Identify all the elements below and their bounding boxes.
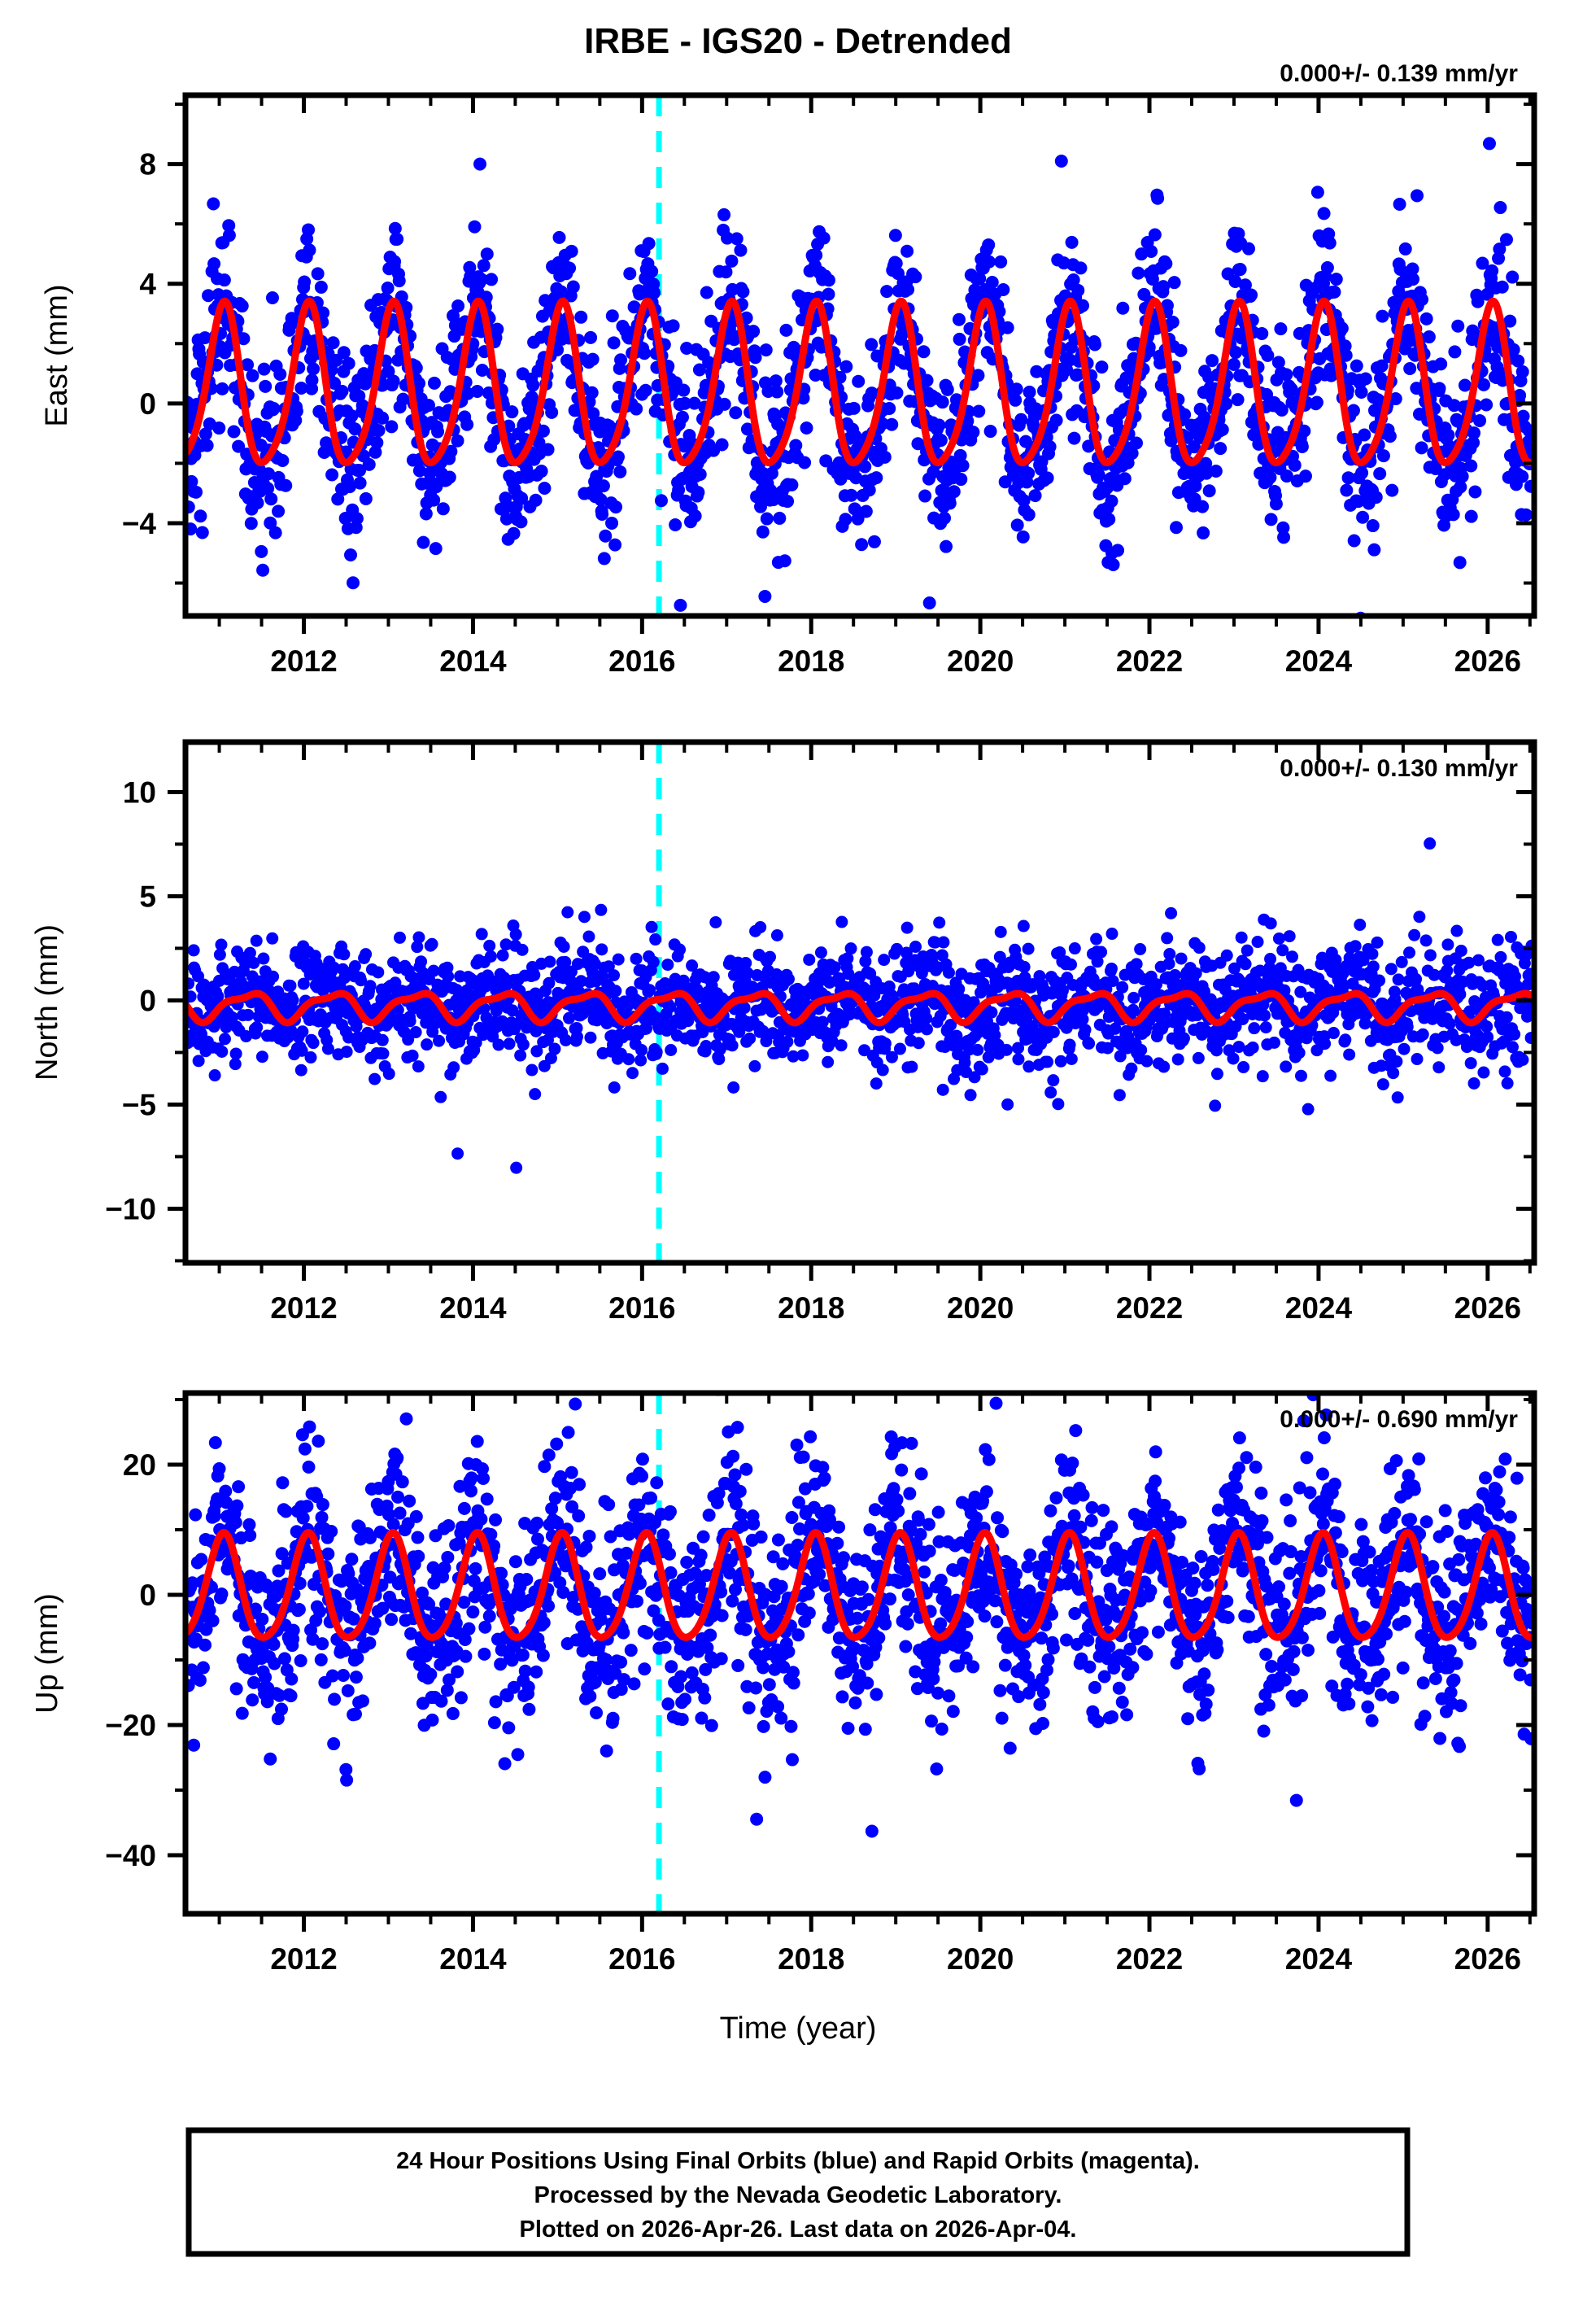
plot-area-north (185, 742, 1534, 1263)
y-tick-label-up-2: 0 (139, 1579, 156, 1612)
plot-area-up (185, 1393, 1534, 1914)
x-tick-label-north-2018: 2018 (778, 1291, 844, 1325)
rate-annotation-north: 0.000+/- 0.130 mm/yr (1280, 755, 1518, 782)
x-tick-label-up-2026: 2026 (1454, 1942, 1521, 1976)
y-axis-ticks-up: −40 −20 0 20 (105, 1398, 1534, 1872)
x-tick-label-east-2014: 2014 (439, 644, 507, 678)
x-tick-label-up-2016: 2016 (608, 1942, 675, 1976)
x-tick-label-north-2024: 2024 (1285, 1291, 1353, 1325)
plot-area-east (185, 95, 1534, 616)
x-tick-label-east-2018: 2018 (778, 644, 844, 678)
x-tick-label-east-2016: 2016 (608, 644, 675, 678)
y-tick-label-up-3: 20 (123, 1448, 156, 1482)
chart-panel-north: 2012 2014 2016 2018 2020 2022 2024 2026 −10 −5 0 5 1… (30, 739, 1537, 1325)
data-points-up (185, 1393, 1534, 1838)
x-axis-label: Time (year) (720, 2011, 877, 2046)
y-tick-label-up-1: −20 (105, 1709, 156, 1742)
x-tick-label-east-2020: 2020 (947, 644, 1014, 678)
y-tick-label-north-4: 10 (123, 775, 156, 809)
y-tick-label-north-0: −10 (105, 1192, 156, 1225)
y-axis-ticks-east: −4 0 4 8 (122, 103, 1534, 585)
y-tick-label-east-1: 0 (139, 387, 156, 421)
x-tick-label-east-2026: 2026 (1454, 644, 1521, 678)
data-points-east (185, 137, 1534, 616)
page-title: IRBE - IGS20 - Detrended (584, 21, 1012, 61)
x-axis-ticks-east (217, 95, 1532, 634)
x-tick-label-north-2014: 2014 (439, 1291, 507, 1325)
footer-line-2: Processed by the Nevada Geodetic Laborat… (534, 2182, 1062, 2208)
footer-note: 24 Hour Positions Using Final Orbits (bl… (185, 2127, 1411, 2257)
y-tick-label-north-1: −5 (122, 1088, 156, 1121)
fit-curve-east (185, 297, 1534, 467)
x-axis-ticks-north (217, 742, 1532, 1281)
x-tick-label-north-2016: 2016 (608, 1291, 675, 1325)
rate-annotation-east: 0.000+/- 0.139 mm/yr (1280, 60, 1518, 87)
x-tick-label-north-2020: 2020 (947, 1291, 1014, 1325)
x-tick-label-up-2012: 2012 (270, 1942, 337, 1976)
y-tick-label-up-0: −40 (105, 1839, 156, 1872)
y-tick-label-north-2: 0 (139, 984, 156, 1017)
plot-frame-up (182, 1390, 1537, 1917)
x-tick-label-east-2012: 2012 (270, 644, 337, 678)
x-tick-label-up-2022: 2022 (1116, 1942, 1183, 1976)
footer-line-3: Plotted on 2026-Apr-26. Last data on 202… (520, 2216, 1077, 2243)
x-tick-label-up-2014: 2014 (439, 1942, 507, 1976)
y-axis-ticks-north: −10 −5 0 5 10 (105, 775, 1534, 1263)
y-tick-label-east-3: 8 (139, 148, 156, 181)
chart-panel-up: 2012 2014 2016 2018 2020 2022 2024 2026 −40 −20 0 2… (30, 1390, 1537, 1976)
x-tick-label-north-2022: 2022 (1116, 1291, 1183, 1325)
y-tick-label-east-0: −4 (122, 507, 157, 540)
plot-frame-east (182, 92, 1537, 619)
x-tick-label-up-2020: 2020 (947, 1942, 1014, 1976)
chart-panel-east: 2012 2014 2016 2018 2020 2022 2024 2026 −4 0 4 8 Eas… (40, 60, 1537, 678)
y-axis-label-north: North (mm) (30, 924, 64, 1081)
x-tick-label-up-2018: 2018 (778, 1942, 844, 1976)
x-tick-label-east-2022: 2022 (1116, 644, 1183, 678)
rate-annotation-up: 0.000+/- 0.690 mm/yr (1280, 1406, 1518, 1433)
fit-curve-up (185, 1529, 1534, 1641)
y-axis-label-up: Up (mm) (30, 1593, 64, 1714)
x-tick-label-east-2024: 2024 (1285, 644, 1353, 678)
plot-frame-north (182, 739, 1537, 1266)
footer-line-1: 24 Hour Positions Using Final Orbits (bl… (396, 2148, 1200, 2174)
x-tick-label-up-2024: 2024 (1285, 1942, 1353, 1976)
footer-box-border (185, 2127, 1411, 2257)
y-axis-label-east: East (mm) (40, 284, 74, 426)
x-axis-ticks-up (217, 1393, 1532, 1932)
x-tick-label-north-2026: 2026 (1454, 1291, 1521, 1325)
x-tick-label-north-2012: 2012 (270, 1291, 337, 1325)
y-tick-label-north-3: 5 (139, 880, 156, 913)
fit-curve-north (185, 989, 1534, 1027)
y-tick-label-east-2: 4 (139, 268, 156, 301)
